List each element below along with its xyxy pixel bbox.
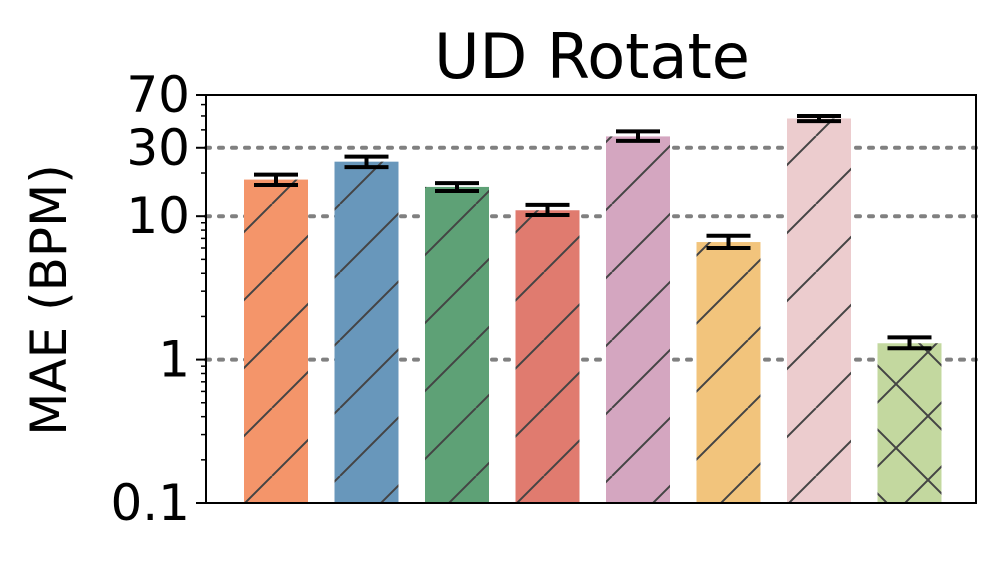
plot-frame bbox=[205, 94, 977, 504]
chart-title: UD Rotate bbox=[434, 20, 750, 93]
y-tick-label: 0.1 bbox=[110, 474, 190, 532]
grid-lines bbox=[204, 145, 978, 362]
bar-hatch bbox=[515, 210, 580, 503]
y-tick-label: 30 bbox=[126, 119, 190, 177]
bar-hatch bbox=[244, 179, 308, 503]
bar-hatch bbox=[877, 343, 942, 503]
y-tick-label: 1 bbox=[158, 331, 190, 389]
y-tick-label: 70 bbox=[126, 66, 190, 124]
bar-hatch bbox=[787, 118, 851, 504]
y-tick-label: 10 bbox=[126, 187, 190, 245]
bar-hatch bbox=[696, 242, 761, 503]
y-axis-label: MAE (BPM) bbox=[20, 164, 78, 435]
bars bbox=[244, 118, 942, 504]
bar-hatch bbox=[606, 136, 670, 503]
bar-hatch bbox=[425, 186, 489, 503]
error-bars bbox=[254, 113, 932, 351]
bar-hatch bbox=[334, 161, 399, 504]
